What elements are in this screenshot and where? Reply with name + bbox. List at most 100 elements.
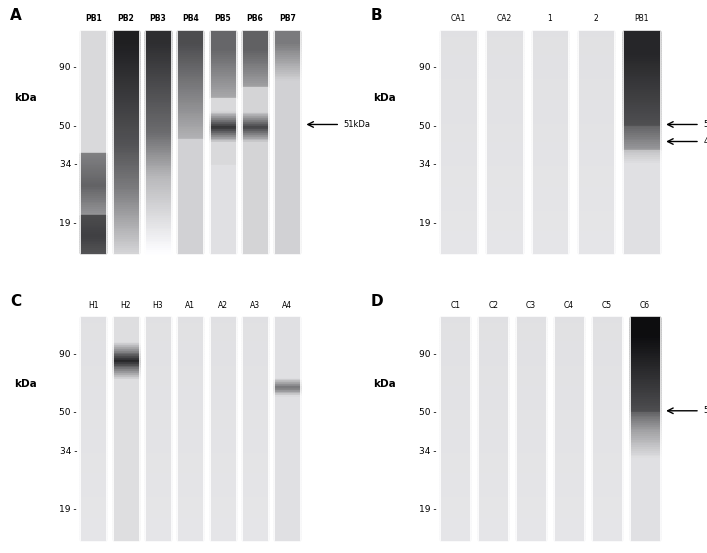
Bar [486, 233, 522, 235]
Bar [210, 347, 235, 349]
Bar [177, 126, 203, 128]
Bar [274, 534, 300, 536]
Bar [145, 317, 171, 319]
Bar [274, 403, 300, 404]
Bar [486, 92, 522, 94]
Bar [81, 233, 106, 235]
Bar [554, 447, 584, 449]
Bar [274, 242, 300, 244]
Bar [81, 126, 106, 128]
Bar [81, 170, 106, 172]
Bar [242, 148, 268, 150]
Bar [532, 142, 568, 144]
Bar [440, 233, 477, 235]
Bar [478, 508, 508, 510]
Bar [177, 222, 203, 224]
Bar [145, 497, 171, 499]
Bar [210, 118, 235, 120]
Bar [112, 523, 139, 525]
Bar [624, 185, 660, 187]
Bar [440, 176, 477, 178]
Bar [486, 129, 522, 131]
Text: C3: C3 [526, 301, 536, 310]
Bar [210, 479, 235, 481]
Bar [112, 458, 139, 460]
Bar [81, 129, 106, 131]
Bar [554, 479, 584, 481]
Bar [532, 226, 568, 227]
Bar [81, 403, 106, 404]
Bar [242, 96, 268, 98]
Bar [210, 369, 235, 371]
Bar [440, 375, 470, 377]
Bar [210, 178, 235, 179]
Bar [532, 133, 568, 135]
Text: A3: A3 [250, 301, 260, 310]
Bar [478, 353, 508, 354]
Bar [578, 189, 614, 190]
Bar [242, 444, 268, 445]
Bar [210, 351, 235, 353]
Bar [478, 438, 508, 440]
Bar [81, 397, 106, 399]
Bar [486, 194, 522, 196]
Bar [578, 48, 614, 50]
Bar [578, 98, 614, 100]
Bar [630, 356, 660, 358]
Bar [177, 429, 203, 430]
Bar [554, 423, 584, 425]
Bar [592, 328, 622, 330]
Bar [81, 198, 106, 200]
Bar [145, 360, 171, 362]
Bar [177, 388, 203, 390]
Bar [210, 172, 235, 174]
Bar [478, 360, 508, 362]
Bar [630, 475, 660, 477]
Bar [592, 338, 622, 340]
Bar [112, 120, 139, 122]
Bar [112, 157, 139, 159]
Bar [177, 33, 203, 35]
Bar [554, 490, 584, 492]
Bar [578, 152, 614, 153]
Bar [210, 340, 235, 342]
Bar [554, 538, 584, 540]
Bar [440, 33, 477, 35]
Bar [177, 172, 203, 174]
Bar [81, 323, 106, 325]
Bar [145, 92, 171, 94]
Bar [177, 354, 203, 356]
Bar [81, 114, 106, 116]
Bar [578, 102, 614, 103]
Bar [177, 107, 203, 109]
Bar [210, 412, 235, 414]
Bar [274, 444, 300, 445]
Bar [145, 242, 171, 244]
Bar [112, 469, 139, 471]
Bar [242, 252, 268, 253]
Bar [478, 334, 508, 336]
Bar [112, 107, 139, 109]
Bar [274, 168, 300, 170]
Bar [274, 503, 300, 504]
Bar [630, 393, 660, 395]
Bar [145, 178, 171, 179]
Bar [210, 74, 235, 76]
Bar [440, 152, 477, 153]
Bar [532, 120, 568, 122]
Bar [112, 438, 139, 440]
Bar [242, 399, 268, 401]
Bar [81, 481, 106, 482]
Bar [440, 384, 470, 386]
Bar [177, 447, 203, 449]
Bar [177, 486, 203, 488]
Bar [516, 453, 547, 455]
Bar [177, 366, 203, 367]
Bar [274, 222, 300, 224]
Bar [177, 118, 203, 120]
Bar [112, 429, 139, 430]
Bar [112, 172, 139, 174]
Bar [532, 50, 568, 51]
Bar [554, 347, 584, 349]
Bar [486, 215, 522, 216]
